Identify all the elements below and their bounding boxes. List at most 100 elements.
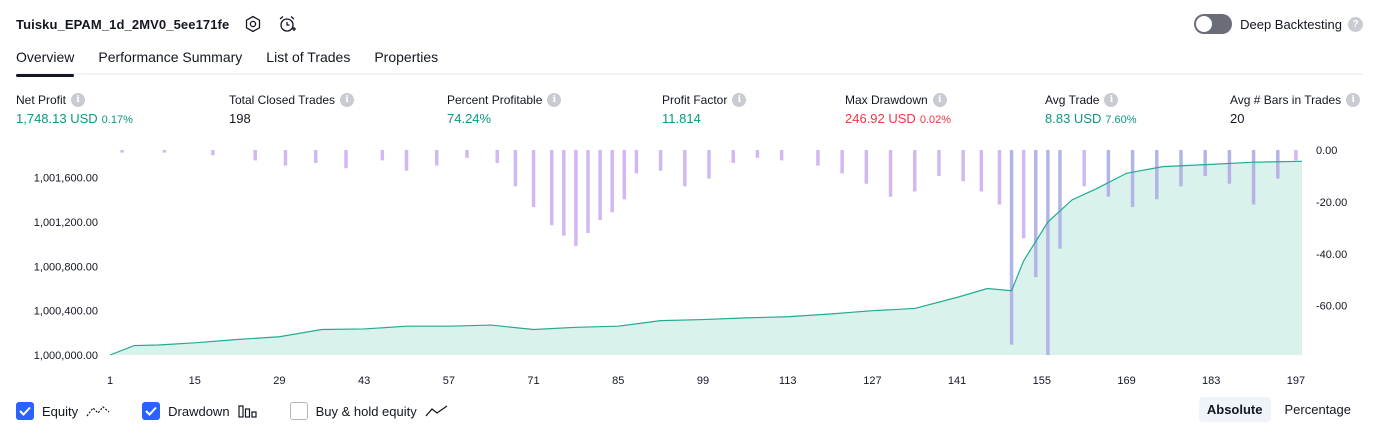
info-icon[interactable]: i xyxy=(1346,93,1361,107)
info-icon[interactable]: i xyxy=(732,93,747,107)
stat-label: Profit Factor xyxy=(662,93,728,107)
drawdown-label: Drawdown xyxy=(168,403,230,419)
drawdown-checkbox[interactable] xyxy=(142,402,161,420)
buy-hold-checkbox[interactable] xyxy=(289,402,308,420)
help-icon[interactable]: ? xyxy=(1348,16,1363,32)
absolute-button[interactable]: Absolute xyxy=(1198,397,1271,422)
stat-max-drawdown: Max Drawdown i 246.92 USD 0.02% xyxy=(845,93,951,126)
equity-drawdown-chart[interactable]: 1,000,000.00 1,000,400.00 1,000,800.00 1,00… xyxy=(0,140,1379,390)
x-axis-tick-label: 43 xyxy=(358,375,370,387)
x-axis-tick-label: 155 xyxy=(1033,375,1051,387)
drawdown-bar xyxy=(731,150,735,163)
right-axis-tick-label: -40.00 xyxy=(1316,249,1347,261)
drawdown-bar xyxy=(816,150,820,166)
toggle-knob xyxy=(1196,16,1213,32)
drawdown-bar xyxy=(211,150,215,156)
right-axis-tick-label: -60.00 xyxy=(1316,301,1347,313)
deep-backtesting-label: Deep Backtesting xyxy=(1240,16,1342,32)
stat-percent: 7.60% xyxy=(1105,114,1137,126)
drawdown-bars-icon xyxy=(237,404,258,418)
left-axis-tick-label: 1,001,600.00 xyxy=(34,173,98,185)
stat-label: Avg Trade xyxy=(1045,93,1100,107)
drawdown-bar xyxy=(283,150,288,166)
stat-avg-trade: Avg Trade i 8.83 USD 7.60% xyxy=(1045,93,1137,126)
x-axis-tick-label: 85 xyxy=(612,375,624,387)
stats-row: Net Profit i 1,748.13 USD 0.17% Total Clos… xyxy=(16,93,1363,133)
left-axis-tick-label: 1,000,000.00 xyxy=(34,350,98,362)
drawdown-bar xyxy=(658,150,663,171)
legend-drawdown[interactable]: Drawdown xyxy=(142,402,257,420)
drawdown-bar xyxy=(1294,150,1298,161)
percentage-button[interactable]: Percentage xyxy=(1284,402,1352,417)
tab-bar: Overview Performance Summary List of Tra… xyxy=(16,45,1363,77)
strategy-name: Tuisku_EPAM_1d_2MV0_5ee171fe xyxy=(16,16,230,32)
deep-backtesting-toggle[interactable] xyxy=(1194,14,1233,34)
drawdown-bar xyxy=(1251,150,1256,205)
left-axis-tick-label: 1,001,200.00 xyxy=(34,217,98,229)
drawdown-bar xyxy=(683,150,687,187)
drawdown-bar xyxy=(465,150,469,158)
left-axis-tick-label: 1,000,400.00 xyxy=(34,306,98,318)
drawdown-bar xyxy=(634,150,639,174)
stat-percent: 0.02% xyxy=(919,114,952,126)
drawdown-bar xyxy=(622,150,627,200)
stat-label: Avg # Bars in Trades xyxy=(1230,93,1342,107)
settings-icon[interactable] xyxy=(243,14,263,34)
drawdown-bar xyxy=(344,150,348,169)
stat-label: Net Profit xyxy=(16,93,67,107)
drawdown-bar xyxy=(1227,150,1232,184)
drawdown-bar xyxy=(120,150,124,153)
buy-hold-label: Buy & hold equity xyxy=(315,403,417,419)
tab-list-of-trades[interactable]: List of Trades xyxy=(266,49,351,65)
tab-properties[interactable]: Properties xyxy=(374,49,439,65)
x-axis-tick-label: 183 xyxy=(1202,375,1220,387)
equity-line-icon xyxy=(86,404,110,418)
drawdown-bar xyxy=(840,150,844,174)
x-axis-tick-label: 141 xyxy=(948,375,966,387)
drawdown-bar xyxy=(313,150,318,163)
stat-total-closed-trades: Total Closed Trades i 198 xyxy=(229,93,355,126)
tab-performance-summary[interactable]: Performance Summary xyxy=(98,49,243,65)
x-axis-tick-label: 71 xyxy=(527,375,539,387)
info-icon[interactable]: i xyxy=(71,93,86,107)
info-icon[interactable]: i xyxy=(340,93,355,107)
stat-value: 11.814 xyxy=(662,111,701,126)
legend-equity[interactable]: Equity xyxy=(16,402,110,420)
drawdown-bar xyxy=(574,150,578,247)
stat-value: 246.92 USD xyxy=(845,111,916,126)
drawdown-bar xyxy=(888,150,893,197)
stat-value: 198 xyxy=(229,111,251,126)
chart-legend: Equity Drawdown Buy & hold equity xyxy=(16,400,481,422)
drawdown-bar xyxy=(598,150,602,221)
drawdown-bar xyxy=(1179,150,1183,187)
info-icon[interactable]: i xyxy=(547,93,562,107)
drawdown-bar xyxy=(979,150,984,192)
info-icon[interactable]: i xyxy=(932,93,947,107)
drawdown-bar xyxy=(562,150,566,236)
drawdown-bar xyxy=(864,150,869,184)
drawdown-bar xyxy=(610,150,614,213)
stat-value: 74.24% xyxy=(447,111,492,126)
tab-overview[interactable]: Overview xyxy=(16,45,75,77)
alarm-add-icon[interactable] xyxy=(277,14,297,34)
x-axis-tick-label: 57 xyxy=(443,375,455,387)
drawdown-bar xyxy=(961,150,965,182)
display-mode: Absolute Percentage xyxy=(1193,397,1359,422)
x-axis-tick-label: 169 xyxy=(1117,375,1135,387)
drawdown-bar xyxy=(586,150,590,234)
drawdown-bar xyxy=(1130,150,1135,208)
x-axis-tick-label: 99 xyxy=(697,375,709,387)
drawdown-bar xyxy=(707,150,711,179)
stat-label: Total Closed Trades xyxy=(229,93,336,107)
equity-checkbox[interactable] xyxy=(16,402,34,420)
drawdown-bar xyxy=(531,150,536,208)
drawdown-bar xyxy=(755,150,760,158)
legend-buy-hold[interactable]: Buy & hold equity xyxy=(289,402,449,420)
x-axis-tick-label: 29 xyxy=(273,375,285,387)
drawdown-bar xyxy=(997,150,1002,205)
right-axis-tick-label: 0.00 xyxy=(1316,145,1337,157)
deep-backtesting: Deep Backtesting ? xyxy=(1194,12,1363,36)
info-icon[interactable]: i xyxy=(1104,93,1119,107)
stat-value: 8.83 USD xyxy=(1045,111,1102,126)
drawdown-bar xyxy=(404,150,409,171)
